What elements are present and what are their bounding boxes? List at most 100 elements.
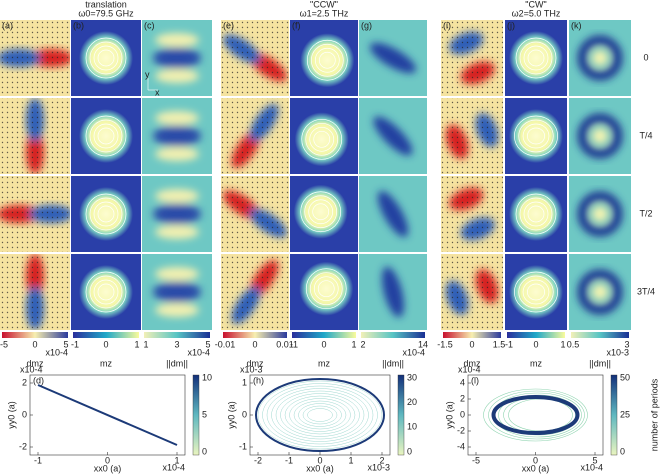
core — [79, 31, 133, 85]
colorbar — [73, 332, 139, 338]
colorbar-label: mz — [530, 358, 542, 368]
x-exponent: x10-3 — [367, 462, 390, 472]
lobe-hi — [155, 189, 199, 203]
contour — [527, 127, 545, 145]
contour — [518, 119, 554, 153]
colorbar-tick: 14 — [418, 339, 428, 349]
lobe-hi — [155, 225, 199, 239]
lobe — [153, 282, 201, 302]
core — [300, 33, 355, 88]
trajectory — [488, 390, 585, 440]
spins — [221, 98, 289, 174]
colorbar — [443, 332, 501, 338]
contour — [93, 201, 119, 227]
spins — [0, 254, 70, 330]
spins — [441, 20, 503, 96]
core — [509, 265, 563, 319]
colorbar-label: dmz — [246, 358, 264, 368]
trajectory — [266, 385, 374, 445]
plot-colorbar-tick: 5 — [202, 409, 207, 419]
contour — [93, 45, 119, 71]
plot-label: (h) — [253, 375, 264, 385]
plot-colorbar-tick: 25 — [620, 409, 630, 419]
trajectory — [289, 398, 351, 432]
x-tick-label: 5 — [592, 455, 597, 465]
lobe-hi — [155, 111, 199, 125]
colorbar-tick: -1 — [71, 339, 79, 349]
colorbar-tick: 0 — [321, 339, 326, 349]
panel-label: (f) — [292, 20, 301, 30]
plot-colorbar-tick: 0 — [407, 446, 412, 456]
ring-in — [592, 50, 608, 66]
row-label: T/2 — [639, 208, 652, 218]
panel — [569, 98, 631, 174]
core — [509, 187, 563, 241]
ring — [577, 35, 623, 81]
lobe-hi — [155, 147, 199, 161]
contour — [89, 119, 123, 153]
plot-frame — [249, 374, 391, 456]
colorbar-tick: 0 — [469, 339, 474, 349]
contour — [519, 197, 553, 231]
colorbar — [223, 332, 287, 338]
group-title: "CCW" — [310, 0, 338, 9]
contour — [318, 51, 336, 69]
colorbar-label: dmz — [26, 358, 44, 368]
panel — [359, 20, 427, 96]
panel — [441, 254, 503, 330]
plot-colorbar-tick: 10 — [407, 422, 417, 432]
trajectory — [293, 400, 347, 430]
group-title: translation — [85, 0, 127, 9]
trajectory — [280, 393, 360, 437]
contour — [518, 275, 554, 309]
contour — [300, 191, 342, 233]
contour — [97, 49, 115, 67]
contour — [310, 43, 344, 77]
lobe-hi — [155, 33, 199, 47]
core — [79, 109, 133, 163]
contour — [309, 272, 343, 306]
contour — [93, 123, 119, 149]
plot-colorbar — [397, 374, 405, 456]
colorbar-exponent: x10-3 — [606, 347, 629, 357]
contour — [97, 127, 115, 145]
plot-colorbar-tick: 50 — [620, 372, 630, 382]
core — [509, 109, 563, 163]
colorbar — [361, 332, 425, 338]
panel — [505, 20, 567, 96]
y-tick-label: 1 — [242, 377, 247, 387]
contour — [306, 39, 348, 81]
panel — [441, 176, 503, 252]
colorbar-tick: 5 — [63, 339, 68, 349]
panel-label: (c) — [144, 20, 155, 30]
colorbar-tick: 3 — [624, 339, 629, 349]
panel — [142, 176, 212, 252]
panel — [505, 254, 567, 330]
colorbar-tick: 1 — [351, 339, 356, 349]
panel-label: (j) — [507, 20, 515, 30]
colorbar-label: mz — [100, 358, 112, 368]
row-label: 0 — [643, 52, 648, 62]
x-tick-label: 0 — [317, 455, 322, 465]
trajectory — [298, 403, 342, 427]
trajectory — [483, 388, 588, 442]
y-exponent: x10-4 — [458, 364, 481, 374]
contour — [89, 197, 123, 231]
contour — [515, 37, 557, 79]
panel — [221, 176, 289, 252]
colorbar-label: ||dm|| — [382, 358, 404, 368]
colorbar-tick: 0 — [533, 339, 538, 349]
x-tick-label: -5 — [472, 455, 480, 465]
x-exponent: x10-4 — [162, 462, 185, 472]
lobe — [382, 266, 404, 318]
ring — [577, 191, 623, 237]
contour — [312, 203, 330, 221]
y-axis-label: yy0 (a) — [226, 401, 236, 429]
colorbar-exponent: x10-4 — [402, 347, 425, 357]
contour — [313, 276, 339, 302]
colorbar-tick: 1 — [560, 339, 565, 349]
colorbar-tick: 0 — [32, 339, 37, 349]
contour — [97, 283, 115, 301]
panel — [359, 254, 427, 330]
